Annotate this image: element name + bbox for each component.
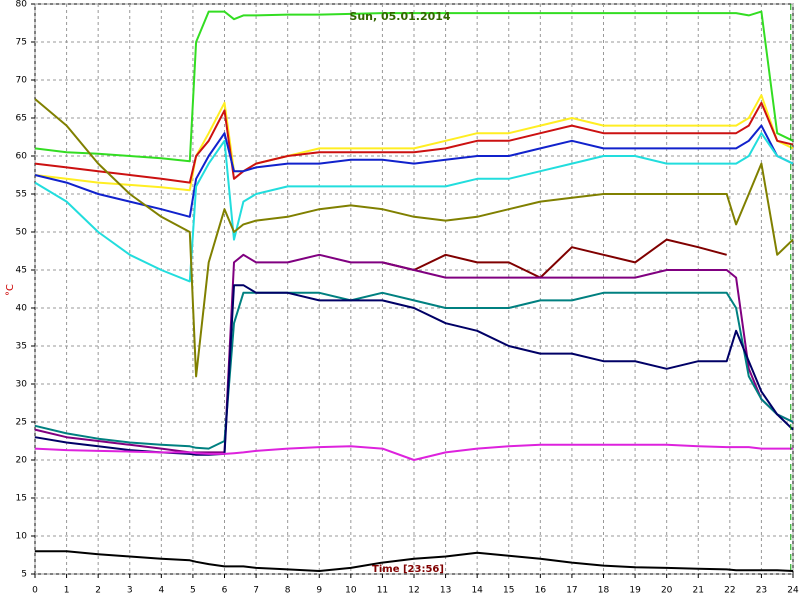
x-tick-label: 5 [190,586,196,596]
y-tick-label: 65 [16,114,27,124]
series-line [34,284,794,456]
x-tick-label: 24 [787,586,799,596]
x-tick-label: 8 [285,586,291,596]
series-line [34,443,793,461]
x-tick-label: 16 [535,586,547,596]
x-tick-label: 23 [756,586,767,596]
x-tick-label: 4 [158,586,164,596]
chart-title: Sun, 05.01.2014 [349,10,451,23]
x-tick-label: 13 [440,586,451,596]
y-tick-label: 25 [16,418,27,428]
x-tick-label: 12 [408,586,419,596]
series-line [34,94,794,192]
x-tick-label: 3 [127,586,133,596]
grid [34,3,794,575]
y-axis-label: °C [5,284,16,296]
series-line [34,10,794,163]
series-line [34,124,794,218]
y-tick-label: 15 [16,494,27,504]
x-tick-label: 22 [724,586,735,596]
series-line [35,550,794,572]
y-tick-label: 10 [16,532,28,542]
y-tick-label: 80 [16,0,28,10]
x-tick-label: 10 [345,586,357,596]
y-tick-label: 30 [16,380,28,390]
x-tick-label: 20 [661,586,673,596]
y-tick-label: 20 [16,456,28,466]
x-tick-label: 19 [629,586,641,596]
x-tick-label: 2 [95,586,101,596]
x-tick-label: 9 [316,586,322,596]
x-tick-label: 1 [64,586,70,596]
series-line [34,291,794,450]
x-tick-label: 21 [693,586,704,596]
x-tick-label: 17 [566,586,577,596]
y-tick-label: 45 [16,266,27,276]
series-line [34,98,794,378]
series-line [382,238,727,279]
series-line [34,101,794,184]
lines [34,10,794,572]
y-tick-label: 55 [16,190,27,200]
y-tick-label: 70 [16,76,28,86]
x-tick-label: 0 [32,586,38,596]
y-tick-label: 5 [21,570,27,580]
x-tick-label: 6 [222,586,228,596]
x-tick-label: 14 [471,586,483,596]
y-tick-label: 75 [16,38,27,48]
y-tick-label: 40 [16,304,28,314]
x-tick-label: 11 [377,586,388,596]
x-tick-label: 18 [598,586,610,596]
y-tick-label: 50 [16,228,28,238]
x-tick-label: 7 [253,586,259,596]
x-axis-label: Time [23:56] [372,564,444,575]
x-tick-label: 15 [503,586,514,596]
y-tick-label: 35 [16,342,27,352]
y-tick-label: 60 [16,152,28,162]
